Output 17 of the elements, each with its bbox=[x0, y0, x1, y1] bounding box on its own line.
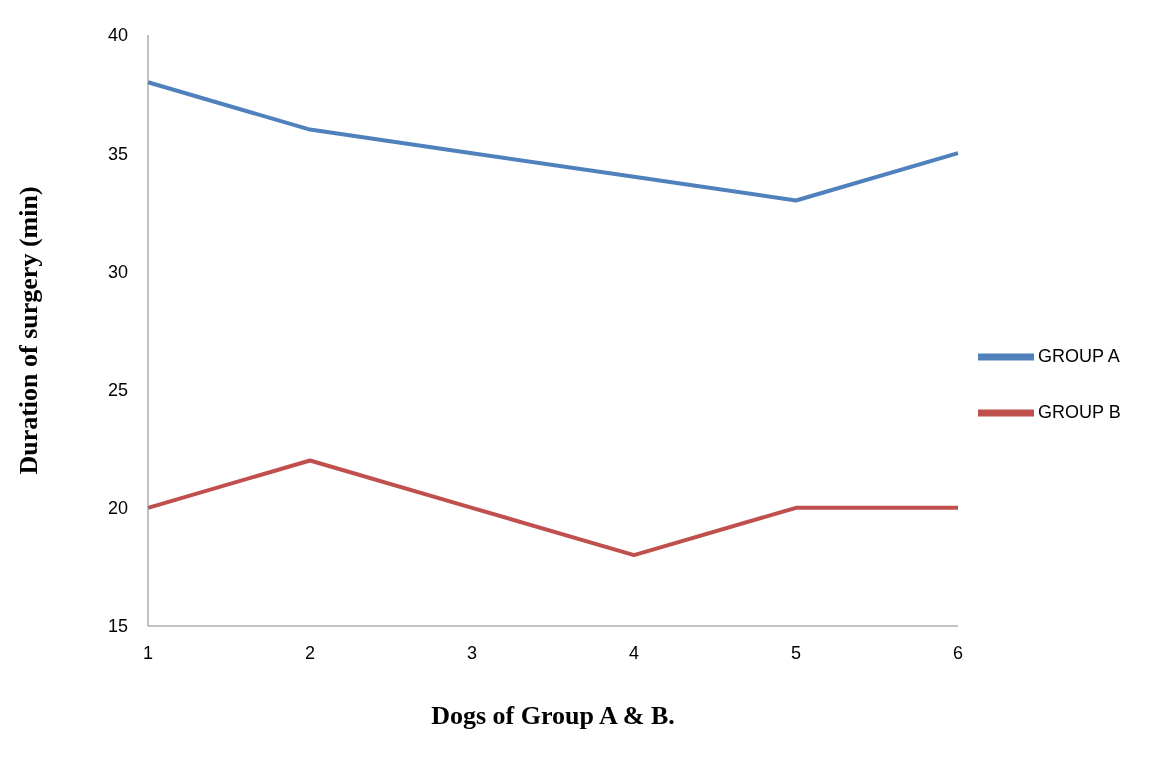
y-tick-label: 35 bbox=[107, 143, 128, 164]
x-tick-label: 1 bbox=[142, 642, 154, 663]
line-series bbox=[146, 80, 960, 203]
x-tick-label: 6 bbox=[952, 642, 964, 663]
y-axis-title: Duration of surgery (min) bbox=[14, 186, 44, 475]
x-tick-label: 5 bbox=[790, 642, 802, 663]
x-axis-title: Dogs of Group A & B. bbox=[431, 701, 675, 730]
y-tick-label: 30 bbox=[107, 261, 128, 282]
legend-label: GROUP B bbox=[1038, 401, 1121, 422]
y-tick-label: 15 bbox=[107, 616, 128, 637]
y-tick-label: 40 bbox=[107, 25, 128, 46]
x-tick-label: 2 bbox=[304, 642, 316, 663]
x-tick-label: 4 bbox=[628, 642, 640, 663]
x-tick-label: 3 bbox=[466, 642, 478, 663]
legend-label: GROUP A bbox=[1038, 345, 1120, 366]
y-tick-label: 25 bbox=[107, 379, 128, 400]
y-tick-label: 20 bbox=[107, 498, 128, 519]
